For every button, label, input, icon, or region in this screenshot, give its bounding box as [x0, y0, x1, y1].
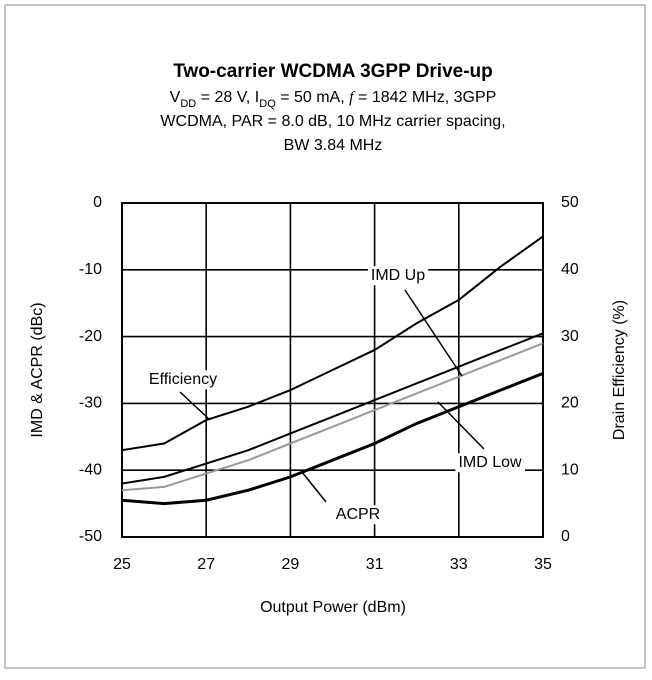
x-tick-label: 29: [282, 556, 300, 573]
chart-subtitle: VDD = 28 V, IDQ = 50 mA, f = 1842 MHz, 3…: [170, 89, 497, 110]
y-tick-label: 0: [93, 194, 102, 211]
y-tick-label: -40: [79, 461, 102, 478]
y2-tick-label: 10: [561, 461, 579, 478]
x-tick-label: 27: [197, 556, 215, 573]
label-background: [455, 453, 526, 473]
series-line: [121, 332, 544, 485]
series-line: [121, 371, 544, 506]
series-label: IMD Up: [371, 267, 425, 284]
subtitle-part: = 50 mA,: [276, 89, 349, 106]
y-tick-label: -30: [79, 395, 102, 412]
y2-tick-label: 20: [561, 395, 579, 412]
y2-tick-label: 0: [561, 528, 570, 545]
y2-tick-label: 40: [561, 261, 579, 278]
label-background: [367, 266, 429, 286]
series-label: Efficiency: [149, 371, 217, 388]
chart-title: Two-carrier WCDMA 3GPP Drive-up: [173, 61, 493, 82]
label-background: [145, 370, 221, 390]
y-axis-label: IMD & ACPR (dBc): [29, 302, 46, 437]
label-leader: [437, 401, 485, 450]
subtitle-part: = 1842 MHz, 3GPP: [354, 89, 497, 106]
subtitle-part: DQ: [259, 98, 276, 110]
chart-subtitle: WCDMA, PAR = 8.0 dB, 10 MHz carrier spac…: [160, 113, 505, 130]
y-tick-label: -50: [79, 528, 102, 545]
x-tick-label: 33: [450, 556, 468, 573]
series-label: IMD Low: [458, 454, 522, 471]
y2-tick-label: 30: [561, 328, 579, 345]
series-line: [121, 342, 544, 492]
label-leader: [301, 471, 327, 503]
x-tick-label: 35: [534, 556, 552, 573]
subtitle-part: DD: [180, 98, 196, 110]
y2-axis-label: Drain Efficiency (%): [611, 300, 628, 440]
label-background: [332, 505, 384, 525]
x-axis-label: Output Power (dBm): [260, 599, 406, 616]
subtitle-part: = 28 V, I: [196, 89, 259, 106]
label-leader: [404, 289, 463, 377]
chart-subtitle: BW 3.84 MHz: [284, 137, 383, 154]
plot-frame: [121, 202, 544, 538]
y2-tick-label: 50: [561, 194, 579, 211]
y-tick-label: -10: [79, 261, 102, 278]
subtitle-part: f: [349, 89, 356, 106]
frame: [4, 4, 646, 669]
subtitle-part: V: [170, 89, 181, 106]
label-leader: [179, 391, 211, 421]
series-label: ACPR: [336, 506, 380, 523]
x-tick-label: 31: [366, 556, 384, 573]
y-tick-label: -20: [79, 328, 102, 345]
x-tick-label: 25: [113, 556, 131, 573]
series-line: [121, 235, 544, 452]
